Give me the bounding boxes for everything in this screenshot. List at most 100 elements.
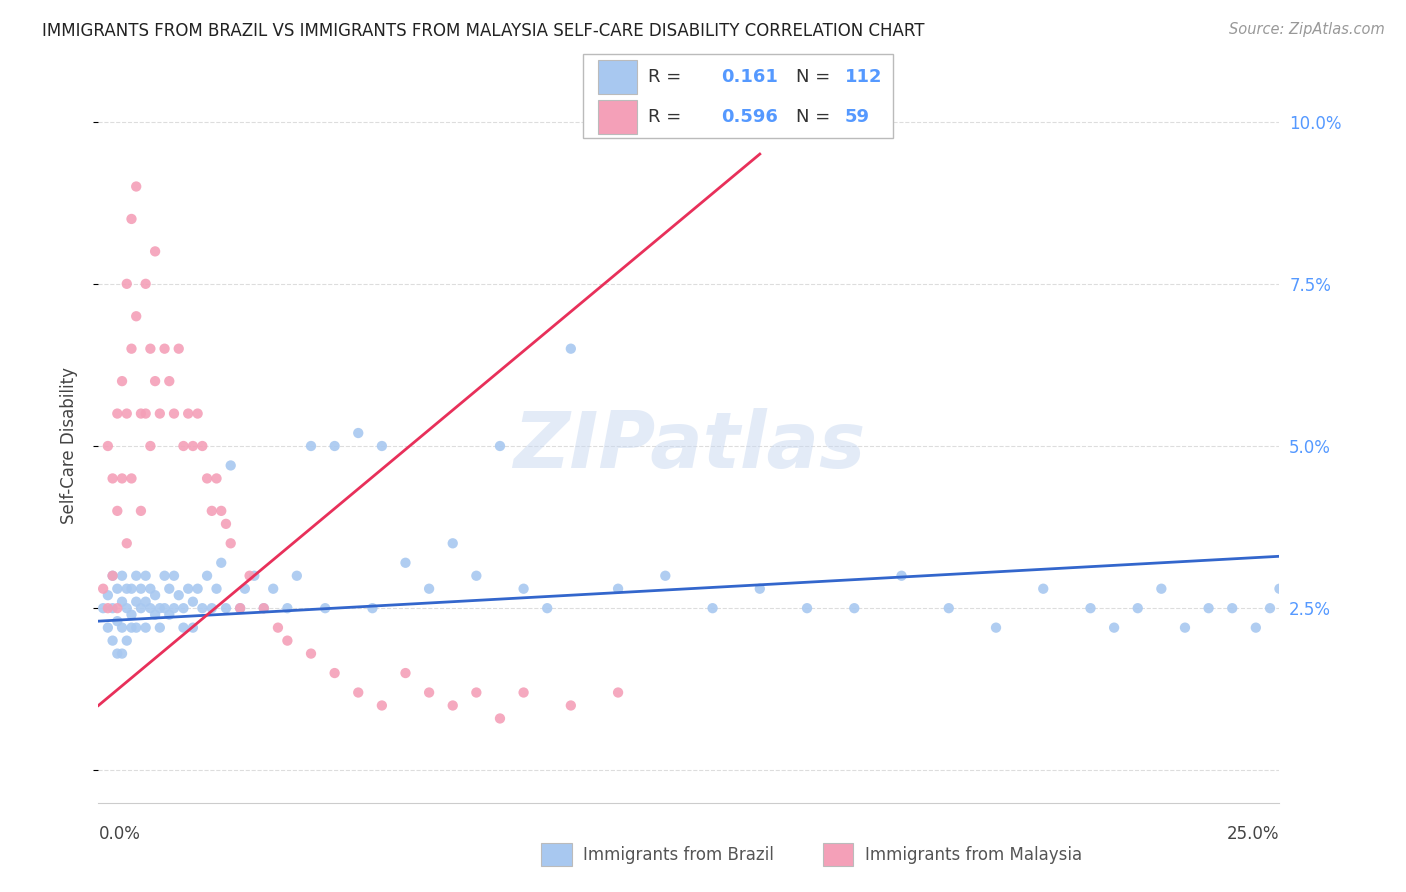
Point <box>149 621 172 635</box>
Point <box>149 407 172 421</box>
Point <box>394 666 416 681</box>
Point <box>512 685 534 699</box>
Point <box>177 582 200 596</box>
Text: ZIPatlas: ZIPatlas <box>513 408 865 484</box>
Point <box>267 621 290 635</box>
Point <box>115 277 138 291</box>
Text: Source: ZipAtlas.com: Source: ZipAtlas.com <box>1229 22 1385 37</box>
Y-axis label: Self-Care Disability: Self-Care Disability <box>59 368 77 524</box>
Point <box>121 342 143 356</box>
Point <box>205 582 228 596</box>
Point <box>111 621 134 635</box>
Point <box>702 601 724 615</box>
Text: 112: 112 <box>845 69 883 87</box>
Text: Immigrants from Malaysia: Immigrants from Malaysia <box>865 846 1081 863</box>
Point <box>205 471 228 485</box>
Text: R =: R = <box>648 108 688 126</box>
Point <box>172 439 194 453</box>
Text: 25.0%: 25.0% <box>1227 825 1279 843</box>
Point <box>465 685 488 699</box>
Point <box>1316 601 1339 615</box>
Point <box>371 439 394 453</box>
Point <box>135 595 157 609</box>
Point <box>1198 601 1220 615</box>
Point <box>153 601 176 615</box>
Point <box>1080 601 1102 615</box>
Point <box>607 582 630 596</box>
Point <box>323 439 346 453</box>
Point <box>748 582 770 596</box>
Point <box>163 407 186 421</box>
Point <box>844 601 866 615</box>
Point <box>253 601 276 615</box>
Point <box>219 458 242 473</box>
Point <box>105 407 128 421</box>
Point <box>191 601 214 615</box>
Point <box>143 607 166 622</box>
Point <box>607 685 630 699</box>
Point <box>938 601 960 615</box>
Point <box>143 244 166 259</box>
Point <box>314 601 336 615</box>
Point <box>239 568 262 582</box>
Point <box>172 621 194 635</box>
Point <box>115 407 138 421</box>
Point <box>181 439 204 453</box>
Point <box>149 601 172 615</box>
Point <box>135 277 157 291</box>
Point <box>143 374 166 388</box>
Point <box>101 471 124 485</box>
Point <box>215 516 238 531</box>
Point <box>418 582 440 596</box>
Point <box>1339 621 1361 635</box>
Point <box>115 633 138 648</box>
Point <box>560 342 582 356</box>
Point <box>299 439 322 453</box>
Point <box>371 698 394 713</box>
Point <box>177 407 200 421</box>
Point <box>418 685 440 699</box>
Text: R =: R = <box>648 69 688 87</box>
Point <box>361 601 384 615</box>
Point <box>157 607 180 622</box>
Point <box>276 601 298 615</box>
Point <box>1278 601 1301 615</box>
Point <box>187 407 209 421</box>
Point <box>167 342 190 356</box>
Point <box>512 582 534 596</box>
Point <box>276 633 298 648</box>
Point <box>129 504 152 518</box>
Point <box>111 471 134 485</box>
Point <box>1362 601 1385 615</box>
Point <box>1220 601 1243 615</box>
Point <box>125 179 148 194</box>
Point <box>654 568 676 582</box>
Point <box>1150 582 1173 596</box>
Point <box>125 568 148 582</box>
Point <box>1174 621 1197 635</box>
Point <box>129 601 152 615</box>
Point <box>1296 621 1319 635</box>
Point <box>262 582 284 596</box>
Point <box>1102 621 1125 635</box>
Point <box>111 374 134 388</box>
Point <box>209 556 232 570</box>
Point <box>115 601 138 615</box>
Point <box>143 588 166 602</box>
Point <box>105 582 128 596</box>
Point <box>139 601 162 615</box>
Point <box>139 342 162 356</box>
Point <box>97 621 120 635</box>
Point <box>187 582 209 596</box>
Point <box>129 407 152 421</box>
Point <box>347 685 370 699</box>
Point <box>489 439 512 453</box>
Point <box>215 601 238 615</box>
Point <box>139 582 162 596</box>
Text: N =: N = <box>796 69 835 87</box>
Point <box>91 582 114 596</box>
Text: 0.596: 0.596 <box>721 108 778 126</box>
Text: IMMIGRANTS FROM BRAZIL VS IMMIGRANTS FROM MALAYSIA SELF-CARE DISABILITY CORRELAT: IMMIGRANTS FROM BRAZIL VS IMMIGRANTS FRO… <box>42 22 925 40</box>
Text: 59: 59 <box>845 108 870 126</box>
Point <box>253 601 276 615</box>
